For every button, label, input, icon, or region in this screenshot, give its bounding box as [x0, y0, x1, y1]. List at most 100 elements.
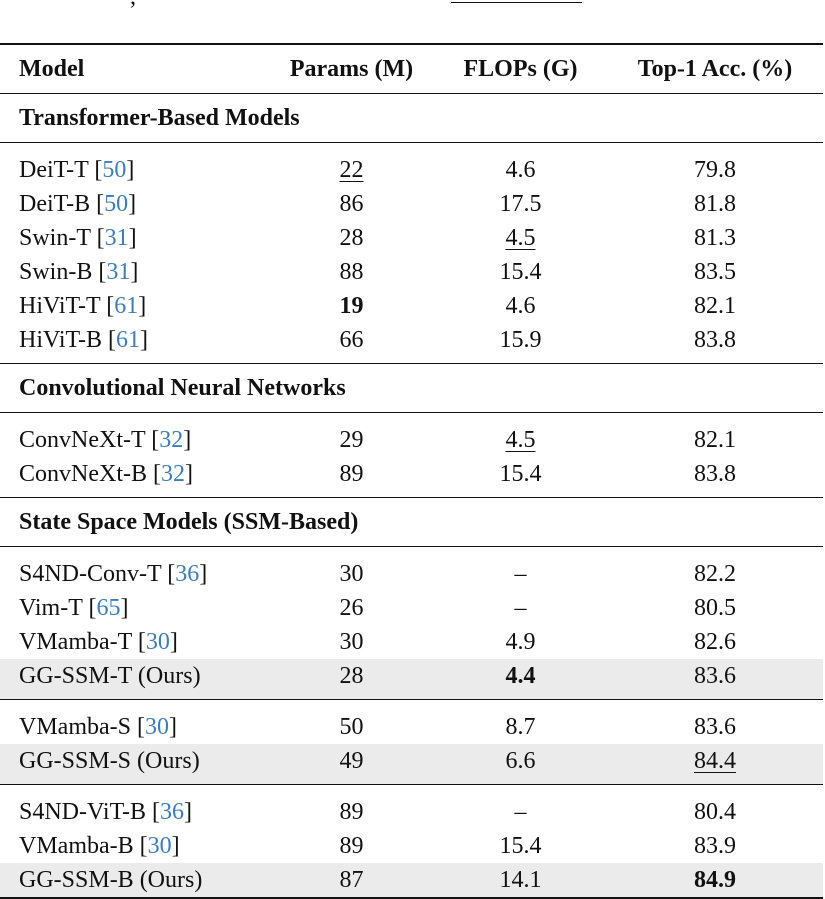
flops-cell: 6.6 — [434, 744, 607, 785]
fragment-comma: , — [130, 0, 136, 9]
model-name: GG-SSM-T (Ours) — [19, 663, 201, 689]
flops-cell: 15.4 — [434, 255, 607, 289]
table-row: VMamba-B [30] 89 15.4 83.9 — [0, 829, 823, 863]
flops-cell: 4.6 — [434, 143, 607, 188]
flops-cell: 17.5 — [434, 187, 607, 221]
params-value: 26 — [339, 595, 364, 621]
acc-cell: 83.6 — [607, 659, 823, 700]
citation-link[interactable]: 65 — [96, 595, 121, 621]
header-acc: Top-1 Acc. (%) — [607, 43, 823, 94]
table-row: GG-SSM-B (Ours) 87 14.1 84.9 — [0, 863, 823, 899]
acc-value: 84.4 — [694, 748, 736, 774]
acc-cell: 80.5 — [607, 591, 823, 625]
model-cell: DeiT-B [50] — [19, 191, 137, 217]
flops-value: – — [514, 799, 527, 825]
citation-link[interactable]: 31 — [106, 259, 131, 285]
params-cell: 30 — [269, 625, 434, 659]
params-value: 28 — [339, 663, 364, 689]
model-name: GG-SSM-S (Ours) — [19, 748, 200, 774]
params-cell: 89 — [269, 457, 434, 498]
params-cell: 89 — [269, 829, 434, 863]
model-cell: ConvNeXt-T [32] — [19, 427, 192, 453]
flops-cell: 15.4 — [434, 829, 607, 863]
params-value: 50 — [339, 714, 364, 740]
flops-cell: 4.5 — [434, 413, 607, 458]
citation-link[interactable]: 50 — [102, 157, 127, 183]
params-cell: 19 — [269, 289, 434, 323]
model-name: S4ND-Conv-T — [19, 561, 162, 587]
citation-link[interactable]: 32 — [159, 427, 184, 453]
params-cell: 66 — [269, 323, 434, 364]
citation-link[interactable]: 30 — [144, 714, 169, 740]
flops-value: 4.6 — [505, 293, 536, 319]
citation-link[interactable]: 36 — [160, 799, 185, 825]
table-row: GG-SSM-S (Ours) 49 6.6 84.4 — [0, 744, 823, 785]
model-cell: Swin-T [31] — [19, 225, 137, 251]
flops-cell: 4.6 — [434, 289, 607, 323]
citation-link[interactable]: 61 — [114, 293, 139, 319]
flops-value: 15.4 — [499, 461, 542, 487]
flops-value: 15.4 — [499, 833, 542, 859]
flops-value: – — [514, 561, 527, 587]
params-value: 28 — [339, 225, 364, 251]
citation-link[interactable]: 30 — [145, 629, 170, 655]
params-value: 49 — [339, 748, 364, 774]
citation-link[interactable]: 31 — [104, 225, 129, 251]
flops-value: 4.5 — [505, 427, 536, 453]
citation-link[interactable]: 30 — [147, 833, 172, 859]
acc-value: 80.5 — [694, 595, 736, 621]
acc-cell: 81.8 — [607, 187, 823, 221]
table-body: Transformer-Based Models DeiT-T [50] 22 4.6… — [0, 93, 823, 899]
table-row: VMamba-S [30] 50 8.7 83.6 — [0, 700, 823, 745]
params-cell: 29 — [269, 413, 434, 458]
results-table: Model Params (M) FLOPs (G) Top-1 Acc. (%… — [0, 43, 823, 899]
table-row: ConvNeXt-T [32] 29 4.5 82.1 — [0, 413, 823, 458]
params-value: 30 — [339, 561, 364, 587]
flops-value: 4.6 — [505, 157, 536, 183]
acc-cell: 83.8 — [607, 323, 823, 364]
header-flops: FLOPs (G) — [434, 43, 607, 94]
acc-cell: 83.8 — [607, 457, 823, 498]
section-title: State Space Models (SSM-Based) — [0, 497, 823, 547]
model-name: VMamba-B — [19, 833, 134, 859]
acc-value: 83.8 — [694, 327, 736, 353]
table-row: S4ND-ViT-B [36] 89 – 80.4 — [0, 785, 823, 830]
acc-value: 83.5 — [694, 259, 736, 285]
model-name: Vim-T — [19, 595, 83, 621]
citation-link[interactable]: 32 — [161, 461, 185, 487]
params-cell: 89 — [269, 785, 434, 830]
section-header-row: Convolutional Neural Networks — [0, 363, 823, 413]
model-cell: S4ND-ViT-B [36] — [19, 799, 193, 825]
acc-cell: 80.4 — [607, 785, 823, 830]
model-name: Swin-T — [19, 225, 91, 251]
flops-value: 4.9 — [505, 629, 536, 655]
model-name: DeiT-B — [19, 191, 91, 217]
flops-value: 8.7 — [505, 714, 536, 740]
acc-value: 83.6 — [694, 663, 736, 689]
flops-cell: 15.9 — [434, 323, 607, 364]
flops-value: – — [514, 595, 527, 621]
params-cell: 26 — [269, 591, 434, 625]
citation-link[interactable]: 61 — [116, 327, 141, 353]
params-value: 89 — [339, 461, 364, 487]
params-cell: 28 — [269, 221, 434, 255]
params-value: 22 — [339, 157, 364, 183]
params-value: 66 — [339, 327, 364, 353]
citation-link[interactable]: 36 — [175, 561, 200, 587]
acc-value: 82.1 — [694, 427, 736, 453]
acc-value: 83.8 — [694, 461, 736, 487]
acc-value: 82.2 — [694, 561, 736, 587]
model-name: DeiT-T — [19, 157, 89, 183]
acc-value: 80.4 — [694, 799, 736, 825]
params-value: 19 — [339, 293, 364, 319]
citation-link[interactable]: 50 — [104, 191, 129, 217]
model-cell: VMamba-B [30] — [19, 833, 180, 859]
fragment-underline — [451, 2, 582, 3]
section-header-row: State Space Models (SSM-Based) — [0, 497, 823, 547]
flops-value: 4.4 — [505, 663, 536, 689]
acc-value: 83.9 — [694, 833, 736, 859]
acc-cell: 83.9 — [607, 829, 823, 863]
flops-cell: – — [434, 591, 607, 625]
params-cell: 86 — [269, 187, 434, 221]
model-name: VMamba-T — [19, 629, 132, 655]
